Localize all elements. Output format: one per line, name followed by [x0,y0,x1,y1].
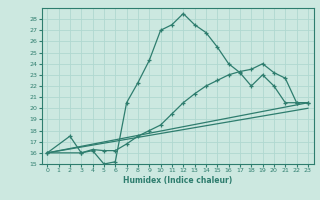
X-axis label: Humidex (Indice chaleur): Humidex (Indice chaleur) [123,176,232,185]
